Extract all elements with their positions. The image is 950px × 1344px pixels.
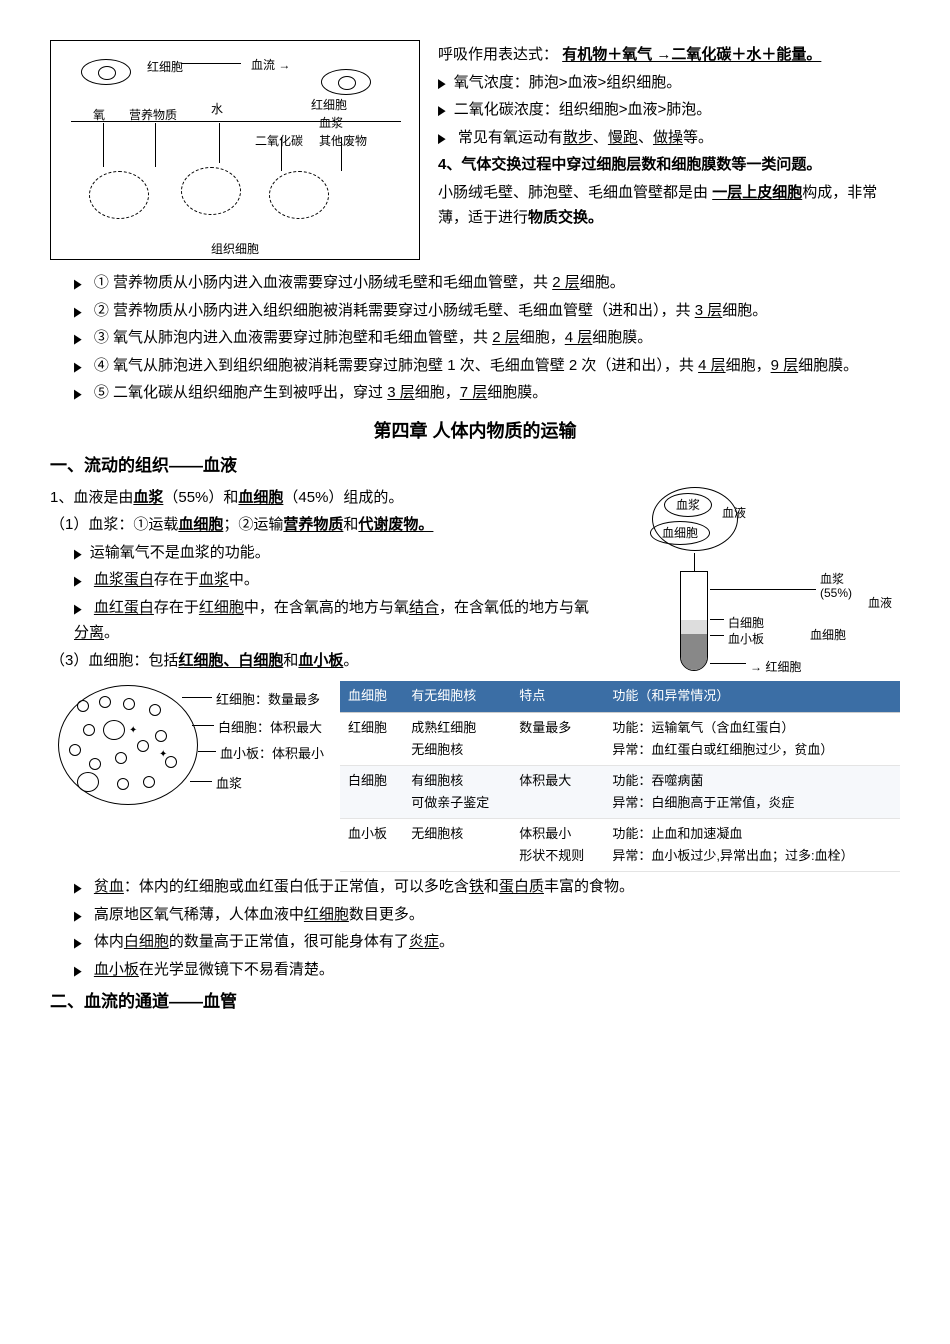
th-3: 功能（和异常情况） bbox=[604, 681, 900, 712]
th-2: 特点 bbox=[511, 681, 604, 712]
cd-plt: 血小板：体积最小 bbox=[220, 743, 324, 765]
section-2-title: 二、血流的通道——血管 bbox=[50, 988, 900, 1017]
blood-composition-diagram: 血浆 血液 血细胞 血浆 (55%) 血液 白细胞 血小板 血细胞 → 红细胞 bbox=[610, 485, 900, 675]
blood-smear-diagram: ✦ ✦ 红细胞：数量最多 白细胞：体积最大 血小板：体积最小 血浆 bbox=[50, 681, 330, 811]
table-row: 血小板无细胞核体积最小 形状不规则功能：止血和加速凝血 异常：血小板过少,异常出… bbox=[340, 818, 900, 871]
bullet-co2-conc: 二氧化碳浓度：组织细胞>血液>肺泡。 bbox=[438, 97, 900, 123]
label-co2: 二氧化碳 bbox=[255, 131, 303, 151]
after-b2: 高原地区氧气稀薄，人体血液中红细胞数目更多。 bbox=[50, 902, 900, 928]
th-1: 有无细胞核 bbox=[403, 681, 511, 712]
th-0: 血细胞 bbox=[340, 681, 403, 712]
label-rbc: 红细胞 bbox=[147, 57, 183, 77]
label-water: 水 bbox=[211, 99, 223, 119]
cd-wbc: 白细胞：体积最大 bbox=[218, 717, 322, 739]
tissue-exchange-diagram: 红细胞 血流 → 红细胞 血浆 氧 营养物质 水 二氧化碳 其他废物 组织细胞 bbox=[50, 40, 420, 260]
chapter-title: 第四章 人体内物质的运输 bbox=[50, 416, 900, 447]
label-waste: 其他废物 bbox=[319, 131, 367, 151]
wall-text: 小肠绒毛壁、肺泡壁、毛细血管壁都是由 一层上皮细胞构成，非常薄，适于进行物质交换… bbox=[438, 180, 900, 231]
blood-cells-table: 血细胞 有无细胞核 特点 功能（和异常情况） 红细胞成熟红细胞 无细胞核数量最多… bbox=[340, 681, 900, 872]
layer-1: ① 营养物质从小肠内进入血液需要穿过小肠绒毛壁和毛细血管壁，共 2 层细胞。 bbox=[50, 270, 900, 296]
table-row: 白细胞有细胞核 可做亲子鉴定体积最大功能：吞噬病菌 异常：白细胞高于正常值，炎症 bbox=[340, 765, 900, 818]
section-1-title: 一、流动的组织——血液 bbox=[50, 452, 900, 481]
cells-row: ✦ ✦ 红细胞：数量最多 白细胞：体积最大 血小板：体积最小 血浆 血细胞 有无… bbox=[50, 681, 900, 872]
heading-4: 4、气体交换过程中穿过细胞层数和细胞膜数等一类问题。 bbox=[438, 152, 900, 178]
layer-4: ④ 氧气从肺泡进入到组织细胞被消耗需要穿过肺泡壁 1 次、毛细血管壁 2 次（进… bbox=[50, 353, 900, 379]
respiration-text: 呼吸作用表达式： 有机物＋氧气 →二氧化碳＋水＋能量。 氧气浓度：肺泡>血液>组… bbox=[438, 40, 900, 260]
layer-5: ⑤ 二氧化碳从组织细胞产生到被呼出，穿过 3 层细胞，7 层细胞膜。 bbox=[50, 380, 900, 406]
table-row: 红细胞成熟红细胞 无细胞核数量最多功能：运输氧气（含血红蛋白） 异常：血红蛋白或… bbox=[340, 712, 900, 765]
layer-3: ③ 氧气从肺泡内进入血液需要穿过肺泡壁和毛细血管壁，共 2 层细胞，4 层细胞膜… bbox=[50, 325, 900, 351]
top-section: 红细胞 血流 → 红细胞 血浆 氧 营养物质 水 二氧化碳 其他废物 组织细胞 … bbox=[50, 40, 900, 260]
label-nutrients: 营养物质 bbox=[129, 105, 177, 125]
after-b4: 血小板在光学显微镜下不易看清楚。 bbox=[50, 957, 900, 983]
label-tissue: 组织细胞 bbox=[211, 239, 259, 259]
layer-bullets: ① 营养物质从小肠内进入血液需要穿过小肠绒毛壁和毛细血管壁，共 2 层细胞。 ②… bbox=[50, 270, 900, 406]
respiration-formula: 呼吸作用表达式： 有机物＋氧气 →二氧化碳＋水＋能量。 bbox=[438, 42, 900, 68]
cd-plasma: 血浆 bbox=[216, 773, 242, 795]
after-b3: 体内白细胞的数量高于正常值，很可能身体有了炎症。 bbox=[50, 929, 900, 955]
after-b1: 贫血：体内的红细胞或血红蛋白低于正常值，可以多吃含铁和蛋白质丰富的食物。 bbox=[50, 874, 900, 900]
layer-2: ② 营养物质从小肠内进入组织细胞被消耗需要穿过小肠绒毛壁、毛细血管壁（进和出），… bbox=[50, 298, 900, 324]
bullet-aerobic: 常见有氧运动有散步、慢跑、做操等。 bbox=[438, 125, 900, 151]
cd-rbc: 红细胞：数量最多 bbox=[216, 689, 320, 711]
bullet-o2-conc: 氧气浓度：肺泡>血液>组织细胞。 bbox=[438, 70, 900, 96]
table-header-row: 血细胞 有无细胞核 特点 功能（和异常情况） bbox=[340, 681, 900, 712]
label-bloodflow: 血流 → bbox=[251, 55, 290, 75]
